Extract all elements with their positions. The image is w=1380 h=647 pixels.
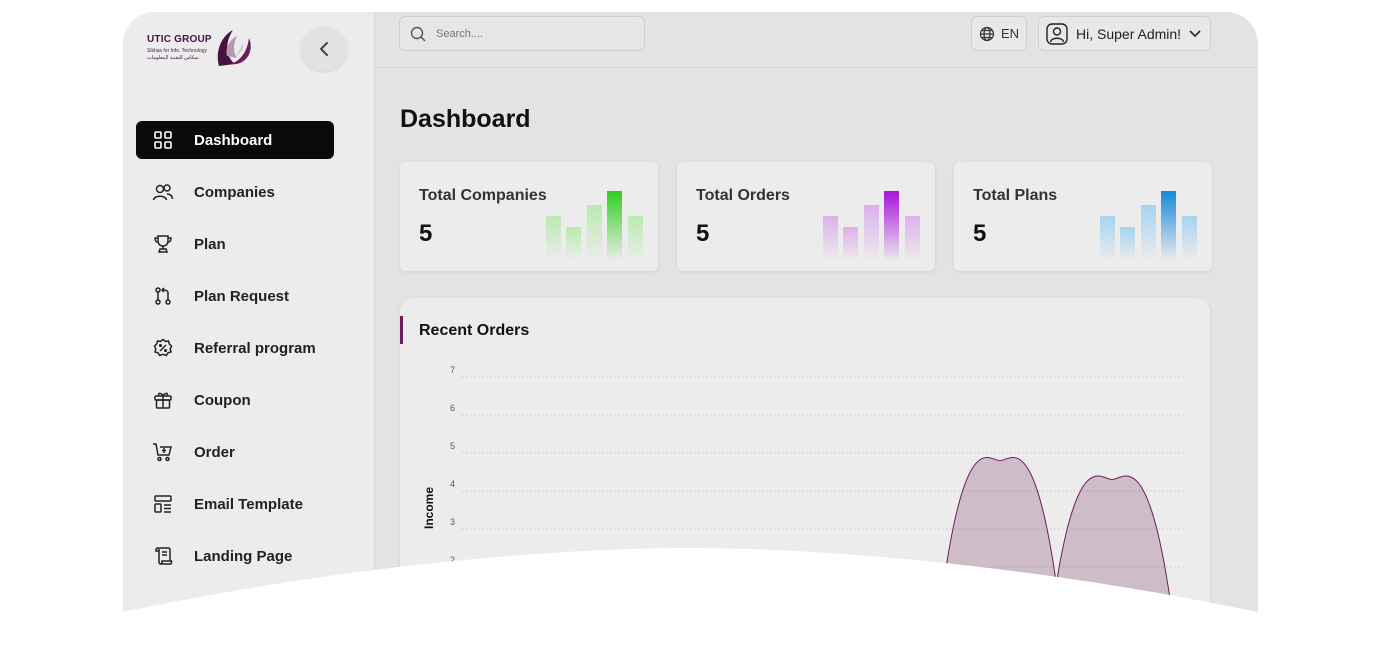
- users-icon: [152, 181, 174, 203]
- template-icon: [152, 493, 174, 515]
- sidebar-item-label: Landing Page: [194, 547, 293, 565]
- mini-bar-chart-icon: [546, 191, 643, 261]
- sidebar-item-email-template[interactable]: Email Template: [136, 485, 334, 523]
- mini-bar-chart-icon: [823, 191, 920, 261]
- sidebar-item-order[interactable]: Order: [136, 433, 334, 471]
- stat-card-title: Total Plans: [973, 187, 1058, 204]
- git-pull-request-icon: [152, 285, 174, 307]
- page-title: Dashboard: [400, 105, 531, 133]
- sidebar-item-label: Plan Request: [194, 287, 290, 305]
- app-window: UTIC GROUP Sikhas for Info. Technology س…: [123, 12, 1258, 632]
- sidebar-item-label: Companies: [194, 183, 275, 201]
- cart-icon: [152, 441, 174, 463]
- stat-card-title: Total Companies: [419, 187, 547, 204]
- stat-card-title: Total Orders: [696, 187, 790, 204]
- mini-bar-chart-icon: [1100, 191, 1197, 261]
- grid-icon: [152, 129, 174, 151]
- panel-title: Recent Orders: [419, 322, 530, 339]
- search-icon: [410, 26, 426, 41]
- stat-card-total-plans: Total Plans 5: [954, 162, 1212, 271]
- stat-card-total-orders: Total Orders 5: [677, 162, 935, 271]
- sidebar-item-label: Referral program: [194, 339, 316, 357]
- y-axis-label: Income: [422, 487, 436, 529]
- discount-badge-icon: [152, 337, 174, 359]
- sidebar-item-referral-program[interactable]: Referral program: [136, 329, 334, 367]
- sidebar-item-label: Plan: [194, 235, 226, 253]
- sidebar-item-coupon[interactable]: Coupon: [136, 381, 334, 419]
- trophy-icon: [152, 233, 174, 255]
- language-label: EN: [1000, 26, 1020, 41]
- scroll-icon: [152, 545, 174, 567]
- user-greeting: Hi, Super Admin!: [1076, 25, 1182, 42]
- sidebar-nav: Dashboard Companies: [136, 121, 334, 589]
- chevron-left-icon: [320, 42, 328, 56]
- sidebar-collapse-button[interactable]: [301, 27, 347, 71]
- sidebar-item-dashboard[interactable]: Dashboard: [136, 121, 334, 159]
- brand-tagline-en: Sikhas for Info. Technology: [147, 48, 207, 54]
- main-content: EN Hi, Super Admin! Dashboard Total Comp…: [375, 12, 1258, 632]
- language-selector[interactable]: EN: [971, 16, 1027, 51]
- stat-card-total-companies: Total Companies 5: [400, 162, 658, 271]
- y-tick-label: 6: [450, 403, 455, 413]
- sidebar-item-plan[interactable]: Plan: [136, 225, 334, 263]
- gift-icon: [152, 389, 174, 411]
- y-tick-label: 5: [450, 441, 455, 451]
- chevron-down-icon: [1189, 30, 1201, 37]
- logo-mark-icon: [217, 30, 251, 66]
- sidebar-item-companies[interactable]: Companies: [136, 173, 334, 211]
- sidebar-item-landing-page[interactable]: Landing Page: [136, 537, 334, 575]
- sidebar: UTIC GROUP Sikhas for Info. Technology س…: [123, 12, 375, 632]
- search-input[interactable]: [436, 27, 616, 40]
- panel-accent-bar: [400, 316, 403, 344]
- stat-card-value: 5: [696, 220, 710, 247]
- sidebar-item-label: Order: [194, 443, 235, 461]
- stat-card-value: 5: [419, 220, 433, 247]
- y-tick-label: 3: [450, 517, 455, 527]
- search-box[interactable]: [399, 16, 645, 51]
- brand-logo[interactable]: UTIC GROUP Sikhas for Info. Technology س…: [145, 26, 257, 70]
- sidebar-item-label: Dashboard: [194, 131, 273, 149]
- top-bar: EN Hi, Super Admin!: [375, 12, 1258, 68]
- user-avatar-icon: [1046, 22, 1068, 45]
- brand-name: UTIC GROUP: [147, 34, 212, 45]
- stat-card-value: 5: [973, 220, 987, 247]
- user-menu[interactable]: Hi, Super Admin!: [1038, 16, 1211, 51]
- y-tick-label: 7: [450, 365, 455, 375]
- globe-icon: [979, 26, 995, 41]
- y-tick-label: 4: [450, 479, 455, 489]
- y-tick-label: 2: [450, 555, 455, 565]
- brand-tagline-ar: سكاس للتقنية المعلومات: [147, 55, 199, 61]
- sidebar-item-label: Coupon: [194, 391, 251, 409]
- sidebar-item-label: Email Template: [194, 495, 303, 513]
- sidebar-item-plan-request[interactable]: Plan Request: [136, 277, 334, 315]
